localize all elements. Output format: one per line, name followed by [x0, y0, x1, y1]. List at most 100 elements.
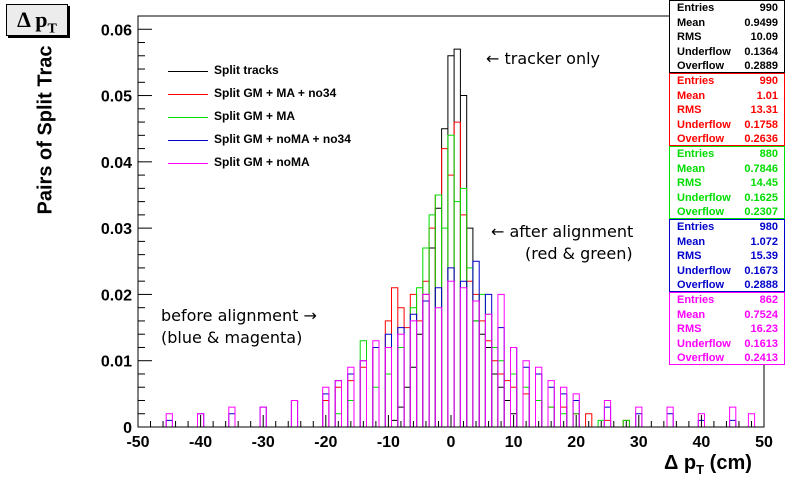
- stats-row: Underflow 0.1673: [670, 264, 784, 279]
- legend-label: Split GM + noMA: [214, 155, 310, 169]
- stats-row: RMS 10.09: [670, 30, 784, 45]
- stats-value: 0.2636: [744, 133, 778, 146]
- stats-row: Mean 1.01: [670, 89, 784, 104]
- stats-row: Mean 0.9499: [670, 16, 784, 31]
- plot-title-text: Δ pT: [17, 7, 57, 37]
- stats-key: Overflow: [677, 206, 725, 219]
- stats-value: 0.9499: [744, 16, 778, 29]
- stats-row: RMS 16.23: [670, 322, 784, 337]
- legend-label: Split GM + noMA + no34: [214, 132, 351, 146]
- stats-key: RMS: [677, 250, 702, 263]
- stats-key: Overflow: [677, 60, 725, 73]
- stats-key: Overflow: [677, 352, 725, 365]
- stats-value: 0.2888: [744, 279, 778, 292]
- stats-key: Underflow: [677, 337, 731, 350]
- stats-value: 0.1758: [744, 118, 778, 131]
- stats-value: 980: [759, 221, 778, 233]
- stats-key: RMS: [677, 177, 702, 190]
- stats-key: RMS: [677, 31, 702, 44]
- x-tick-label: 20: [567, 434, 585, 451]
- annotation-before-alignment: before alignment →: [161, 306, 317, 325]
- stats-row: Entries 862: [670, 293, 784, 308]
- y-tick-label: 0.05: [101, 89, 132, 106]
- stats-key: Mean: [677, 235, 706, 248]
- stats-value: 880: [759, 148, 778, 160]
- x-tick-label: -20: [314, 434, 337, 451]
- legend-label: Split tracks: [214, 63, 279, 77]
- y-tick-label: 0.04: [101, 155, 132, 172]
- annotation-after-alignment-colors: (red & green): [525, 244, 633, 263]
- legend-item: Split GM + noMA + no34: [160, 129, 370, 152]
- stats-row: Mean 0.7524: [670, 308, 784, 323]
- stats-value: 0.2307: [744, 206, 778, 219]
- stats-row: RMS 13.31: [670, 103, 784, 118]
- x-tick-label: -30: [252, 434, 275, 451]
- legend-label: Split GM + MA: [214, 109, 295, 123]
- x-tick-label: 30: [630, 434, 648, 451]
- y-tick-label: 0.02: [101, 287, 132, 304]
- stats-value: 15.39: [750, 250, 778, 263]
- y-axis-label-text: Pairs of Split Trac: [34, 45, 57, 215]
- stats-key: RMS: [677, 323, 702, 336]
- stats-row: Entries 980: [670, 220, 784, 235]
- stats-row: Overflow 0.2307: [670, 205, 784, 220]
- stats-value: 10.09: [750, 31, 778, 44]
- stats-key: Mean: [677, 16, 706, 29]
- legend-swatch: [168, 94, 208, 95]
- stats-key: Underflow: [677, 118, 731, 131]
- stats-key: Mean: [677, 89, 706, 102]
- stats-value: 1.01: [756, 89, 778, 102]
- stats-key: Underflow: [677, 264, 731, 277]
- stats-row: Entries 990: [670, 74, 784, 89]
- annotation-tracker-only: ← tracker only: [486, 49, 600, 68]
- stats-value: 14.45: [750, 177, 778, 190]
- stats-row: Overflow 0.2889: [670, 59, 784, 74]
- stats-value: 990: [759, 2, 778, 14]
- stats-value: 0.7524: [744, 308, 778, 321]
- stats-row: RMS 14.45: [670, 176, 784, 191]
- x-tick-label: 40: [693, 434, 711, 451]
- stats-row: Underflow 0.1758: [670, 118, 784, 133]
- stats-value: 0.1625: [744, 191, 778, 204]
- stats-value: 13.31: [750, 104, 778, 117]
- stats-box: Entries 990 Mean 1.01 RMS 13.31 Underflow 0.175…: [669, 73, 785, 146]
- x-tick-label: 50: [755, 434, 773, 451]
- x-tick-label: -10: [377, 434, 400, 451]
- stats-value: 0.7846: [744, 162, 778, 175]
- y-tick-label: 0: [123, 420, 132, 437]
- stats-key: Mean: [677, 308, 706, 321]
- legend-item: Split GM + MA: [160, 106, 370, 129]
- y-tick-label: 0.01: [101, 354, 132, 371]
- x-axis-label: Δ pT (cm): [664, 452, 752, 477]
- annotation-before-alignment-colors: (blue & magenta): [161, 328, 303, 347]
- y-tick-label: 0.06: [101, 22, 132, 39]
- stats-key: Underflow: [677, 191, 731, 204]
- stats-key: Entries: [677, 148, 715, 160]
- stats-value: 990: [759, 75, 778, 87]
- legend-swatch: [168, 117, 208, 118]
- stats-row: Underflow 0.1613: [670, 337, 784, 352]
- x-tick-label: 10: [505, 434, 523, 451]
- annotation-after-alignment: ← after alignment: [491, 222, 634, 241]
- legend-item: Split tracks: [160, 60, 370, 83]
- x-tick-label: 0: [447, 434, 456, 451]
- legend-item: Split GM + noMA: [160, 152, 370, 175]
- stats-key: Entries: [677, 221, 715, 233]
- stats-value: 16.23: [750, 323, 778, 336]
- x-tick-label: -40: [189, 434, 212, 451]
- stats-key: Entries: [677, 75, 715, 87]
- stats-key: Overflow: [677, 133, 725, 146]
- legend: Split tracks Split GM + MA + no34 Split …: [160, 60, 370, 175]
- stats-value: 1.072: [750, 235, 778, 248]
- stats-row: Entries 880: [670, 147, 784, 162]
- stats-row: Overflow 0.2636: [670, 132, 784, 147]
- stats-row: Overflow 0.2413: [670, 351, 784, 366]
- stats-key: Entries: [677, 2, 715, 14]
- stats-row: Entries 990: [670, 1, 784, 16]
- x-tick-label: -50: [126, 434, 149, 451]
- stats-row: Mean 0.7846: [670, 162, 784, 177]
- legend-item: Split GM + MA + no34: [160, 83, 370, 106]
- stats-value: 0.2413: [744, 352, 778, 365]
- stats-box: Entries 880 Mean 0.7846 RMS 14.45 Underflow 0.1…: [669, 146, 785, 219]
- stats-value: 0.1673: [744, 264, 778, 277]
